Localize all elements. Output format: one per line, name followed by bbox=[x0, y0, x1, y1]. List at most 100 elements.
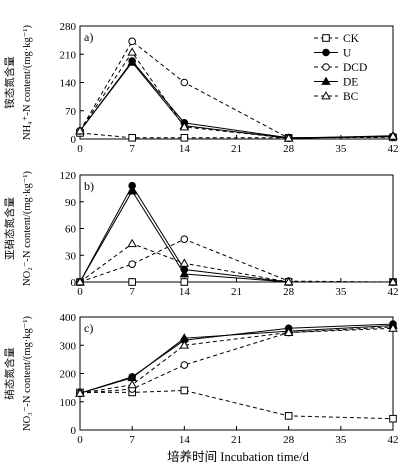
data-point-ck bbox=[128, 278, 136, 286]
data-point-bc bbox=[388, 323, 398, 332]
series-de bbox=[75, 320, 398, 397]
x-tick-label: 7 bbox=[129, 434, 135, 446]
x-tick-label: 14 bbox=[179, 143, 191, 155]
y-tick-label: 0 bbox=[71, 277, 77, 289]
data-point-ck bbox=[128, 133, 136, 142]
panel-label: c) bbox=[84, 321, 93, 335]
data-point-dcd bbox=[128, 37, 136, 46]
x-tick-label: 35 bbox=[335, 286, 347, 298]
data-point-ck bbox=[180, 278, 189, 286]
legend-marker bbox=[322, 48, 330, 57]
series-ck bbox=[76, 386, 397, 423]
data-point-bc bbox=[75, 388, 85, 397]
series-line-de bbox=[79, 324, 394, 394]
series-line-bc bbox=[79, 327, 394, 394]
x-tick-label: 28 bbox=[283, 143, 295, 155]
data-point-bc bbox=[127, 379, 137, 389]
x-axis-label: 培养时间 Incubation time/d bbox=[167, 449, 309, 464]
y-tick-label: 30 bbox=[65, 250, 77, 262]
legend-marker bbox=[321, 76, 331, 85]
y-axis-label-en: NO₃⁻-N content/(mg·kg⁻¹) bbox=[22, 316, 33, 431]
data-point-de bbox=[127, 57, 137, 66]
series-u bbox=[76, 320, 397, 398]
data-point-bc bbox=[388, 131, 398, 140]
data-point-bc bbox=[283, 327, 294, 336]
data-point-ck bbox=[284, 412, 293, 420]
y-tick-label: 280 bbox=[60, 21, 77, 33]
x-tick-label: 0 bbox=[77, 143, 83, 155]
y-tick-label: 0 bbox=[71, 134, 77, 146]
series-line-ck bbox=[80, 389, 394, 420]
data-point-de bbox=[127, 186, 137, 195]
y-tick-label: 300 bbox=[60, 340, 77, 352]
data-point-bc bbox=[75, 277, 85, 286]
y-tick-label: 400 bbox=[60, 312, 77, 324]
legend-marker bbox=[322, 34, 330, 42]
x-tick-label: 7 bbox=[129, 286, 135, 298]
y-tick-label: 140 bbox=[60, 78, 77, 90]
legend-label: U bbox=[343, 48, 352, 60]
x-tick-label: 35 bbox=[335, 434, 347, 446]
legend-entry-bc: BC bbox=[314, 91, 359, 103]
y-tick-label: 200 bbox=[60, 369, 77, 381]
data-point-dcd bbox=[180, 235, 189, 243]
y-tick-label: 70 bbox=[65, 106, 77, 118]
series-line-dcd bbox=[79, 326, 394, 394]
y-tick-label: 100 bbox=[60, 397, 77, 409]
data-point-bc bbox=[283, 133, 294, 142]
x-tick-label: 42 bbox=[388, 434, 399, 446]
data-point-bc bbox=[283, 277, 294, 286]
series-line-de bbox=[79, 190, 393, 283]
series-bc bbox=[75, 323, 398, 397]
chart-panel-2: 0 30 60 90 120 0 7 14 21 28 35 42 b) 亚硝态氮含量 NO₂⁻-N con… bbox=[3, 170, 399, 298]
x-tick-label: 7 bbox=[129, 143, 135, 155]
y-tick-label: 210 bbox=[60, 49, 77, 61]
legend-entry-ck: CK bbox=[314, 33, 360, 45]
legend: CK U DCD DE BC bbox=[314, 33, 367, 103]
y-axis-label-en: NH₄⁺-N content/(mg·kg⁻¹) bbox=[22, 25, 33, 140]
data-point-bc bbox=[179, 340, 190, 349]
legend-label: BC bbox=[343, 91, 359, 103]
data-point-ck bbox=[180, 386, 189, 395]
legend-entry-dcd: DCD bbox=[314, 62, 367, 74]
x-tick-label: 21 bbox=[231, 143, 242, 155]
data-point-bc bbox=[179, 258, 190, 267]
data-point-de bbox=[179, 269, 190, 278]
x-tick-label: 14 bbox=[179, 434, 191, 446]
data-point-ck bbox=[389, 414, 397, 423]
y-tick-label: 120 bbox=[60, 170, 77, 182]
panel-label: a) bbox=[84, 30, 93, 44]
chart-panel-3: 0 100 200 300 400 0 7 14 21 28 35 42 c) 硝态氮含量 NO₃⁻-N c… bbox=[3, 312, 399, 446]
x-tick-label: 42 bbox=[388, 286, 399, 298]
data-point-dcd bbox=[180, 78, 189, 87]
x-tick-label: 0 bbox=[77, 434, 83, 446]
y-axis-label-en: NO₂⁻-N content/(mg·kg⁻¹) bbox=[22, 171, 33, 286]
legend-label: DCD bbox=[343, 62, 367, 74]
x-tick-label: 14 bbox=[179, 286, 191, 298]
series-de bbox=[75, 186, 398, 286]
data-point-ck bbox=[180, 133, 189, 142]
x-tick-label: 21 bbox=[231, 286, 242, 298]
x-tick-label: 28 bbox=[283, 286, 295, 298]
legend-label: CK bbox=[343, 33, 360, 45]
data-point-bc bbox=[127, 238, 137, 248]
legend-marker bbox=[322, 63, 330, 71]
x-tick-label: 21 bbox=[231, 434, 242, 446]
legend-label: DE bbox=[343, 77, 358, 89]
data-point-dcd bbox=[128, 260, 136, 268]
data-point-bc bbox=[127, 47, 137, 56]
y-axis-label-cn: 铵态氮含量 bbox=[3, 56, 16, 109]
series-bc bbox=[75, 47, 398, 142]
y-tick-label: 0 bbox=[71, 425, 77, 437]
legend-entry-de: DE bbox=[314, 77, 358, 89]
legend-marker bbox=[321, 91, 331, 100]
data-point-bc bbox=[388, 277, 398, 286]
panel-label: b) bbox=[84, 179, 94, 193]
x-tick-label: 0 bbox=[77, 286, 83, 298]
y-axis-label-cn: 硝态氮含量 bbox=[3, 347, 16, 400]
x-tick-label: 42 bbox=[388, 143, 399, 155]
legend-entry-u: U bbox=[314, 48, 352, 60]
y-axis-label-cn: 亚硝态氮含量 bbox=[3, 197, 16, 260]
